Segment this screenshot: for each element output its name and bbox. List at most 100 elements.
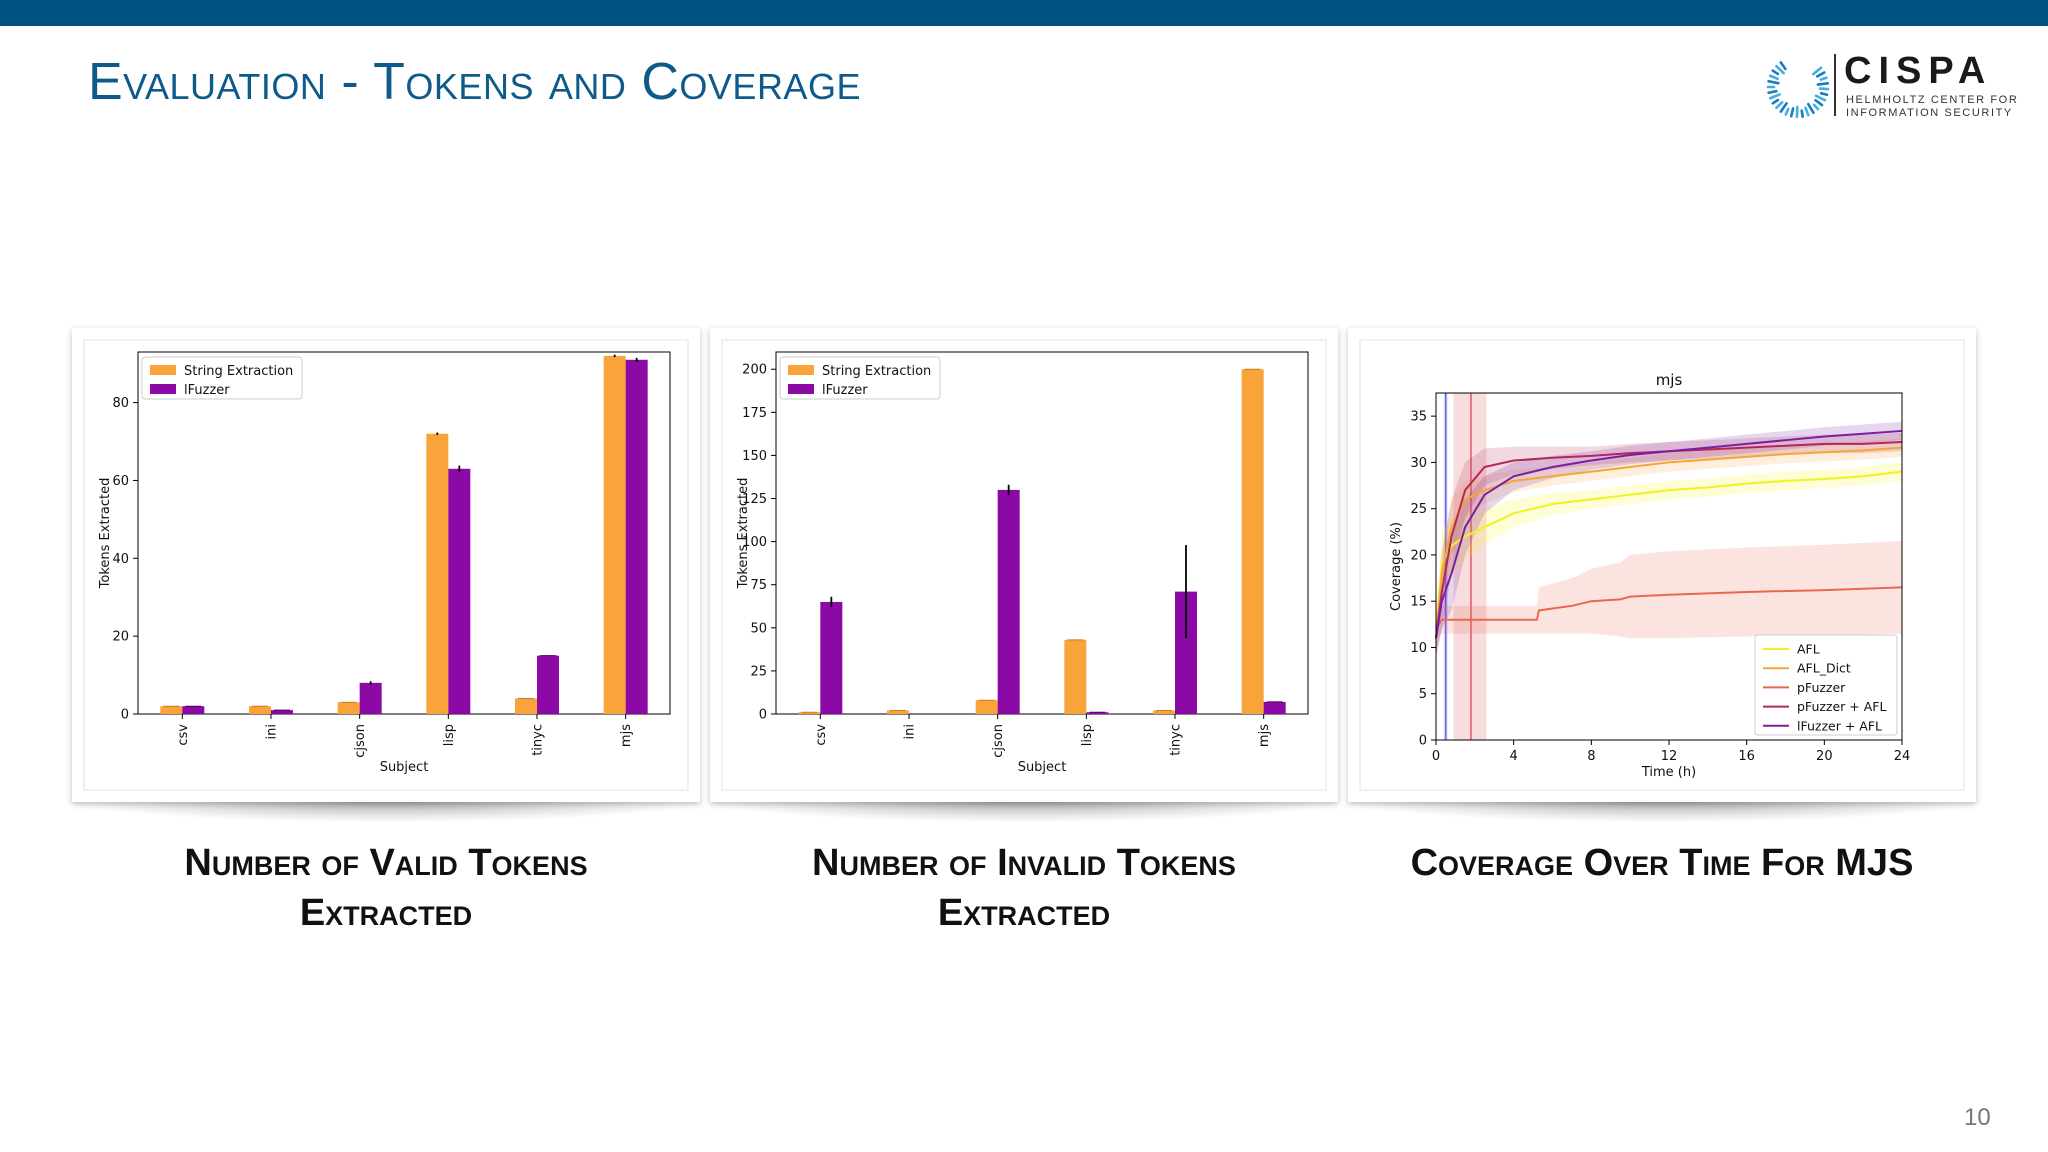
y-axis-label: Tokens Extracted <box>736 478 751 590</box>
plot-frame <box>83 339 689 791</box>
caption-valid-line1: Number of Valid Tokens <box>184 842 588 884</box>
x-tick-label: 8 <box>1587 749 1595 764</box>
caption-invalid-line1: Number of Invalid Tokens <box>812 842 1236 884</box>
legend-label: pFuzzer <box>1797 680 1846 695</box>
y-tick-label: 30 <box>1410 456 1427 471</box>
series-band <box>1436 432 1902 657</box>
y-tick-label: 25 <box>1410 502 1427 517</box>
logo-ray <box>1819 91 1829 97</box>
logo-ray <box>1819 76 1828 81</box>
legend-label: String Extraction <box>184 364 293 379</box>
x-tick-label: csv <box>176 724 191 746</box>
top-bar <box>0 0 2048 26</box>
logo-name: CISPA <box>1844 50 1993 92</box>
bar <box>537 655 559 714</box>
x-axis-label: Subject <box>380 760 429 775</box>
x-tick-label: cjson <box>991 724 1006 758</box>
y-tick-label: 80 <box>112 396 129 411</box>
invalid-tokens-chart: 0 25 50 75 100 125 150 175 200 csv ini cjson lisp tin… <box>721 339 1327 791</box>
chart-title: mjs <box>1656 371 1683 389</box>
y-tick-label: 0 <box>1419 734 1427 749</box>
y-tick-label: 200 <box>742 363 767 378</box>
bar <box>426 433 449 714</box>
bar <box>337 702 360 714</box>
x-tick-label: ini <box>903 724 918 739</box>
coverage-panel: mjs 0 5 10 15 20 25 30 35 0 4 8 12 16 20 24 Time (h) Cove… <box>1348 328 1976 802</box>
logo-ray <box>1807 102 1815 115</box>
logo-ray <box>1775 64 1785 75</box>
y-tick-label: 175 <box>742 406 767 421</box>
bar <box>997 489 1020 714</box>
caption-valid-line2: Extracted <box>299 892 473 934</box>
y-tick-label: 0 <box>759 708 767 723</box>
logo-ray <box>1814 94 1827 102</box>
legend-swatch <box>150 365 176 375</box>
x-axis-label: Subject <box>1018 760 1067 775</box>
legend-box <box>1754 634 1898 736</box>
logo-ray <box>1779 61 1787 71</box>
y-axis-label: Coverage (%) <box>1389 522 1404 611</box>
page-number: 10 <box>1964 1104 1991 1131</box>
logo-ray <box>1804 106 1810 117</box>
marker-band <box>1453 393 1487 740</box>
legend-swatch <box>788 365 814 375</box>
legend-swatch <box>788 384 814 394</box>
valid-tokens-chart: 0 20 40 60 80 csv ini cjson lisp tinyc mjs Subject T… <box>83 339 689 791</box>
x-tick-label: tinyc <box>1169 724 1184 756</box>
bar <box>448 468 471 714</box>
logo-ray <box>1767 79 1780 85</box>
x-tick-label: ini <box>265 724 280 739</box>
x-axis-label: Time (h) <box>1641 765 1696 780</box>
bar <box>625 359 648 714</box>
bar <box>798 712 821 714</box>
x-tick-label: 24 <box>1894 749 1911 764</box>
x-tick-label: 0 <box>1432 749 1440 764</box>
legend-box <box>141 356 303 400</box>
legend-label: pFuzzer + AFL <box>1797 699 1886 714</box>
x-tick-label: 16 <box>1738 749 1755 764</box>
logo-ray <box>1815 71 1826 78</box>
logo-subtitle: HELMHOLTZ CENTER FOR INFORMATION SECURIT… <box>1846 94 2018 120</box>
legend-swatch <box>150 384 176 394</box>
x-tick-label: cjson <box>353 724 368 758</box>
x-tick-label: lisp <box>1080 724 1095 746</box>
y-tick-label: 0 <box>121 708 129 723</box>
logo-ray <box>1816 82 1830 86</box>
logo-ray <box>1771 98 1780 105</box>
series-line <box>1435 429 1903 639</box>
y-tick-label: 50 <box>750 621 767 636</box>
panel-shadow-3 <box>1346 800 1978 822</box>
cispa-logo: CISPA HELMHOLTZ CENTER FOR INFORMATION S… <box>1766 50 2018 124</box>
y-tick-label: 20 <box>112 630 129 645</box>
legend-label: lFuzzer <box>184 383 230 398</box>
series-line <box>1435 470 1903 639</box>
logo-ray <box>1771 69 1780 76</box>
logo-ray <box>1812 103 1820 111</box>
y-tick-label: 25 <box>750 664 767 679</box>
logo-ray <box>1812 66 1823 76</box>
logo-ray <box>1789 107 1795 118</box>
bar <box>515 698 537 714</box>
bar <box>1263 701 1286 714</box>
bar <box>182 706 205 714</box>
logo-ray <box>1779 102 1788 113</box>
bar <box>1175 591 1197 714</box>
logo-ray <box>1814 98 1824 107</box>
y-tick-label: 60 <box>112 474 129 489</box>
plot-frame <box>721 339 1327 791</box>
valid-tokens-panel: 0 20 40 60 80 csv ini cjson lisp tinyc mjs Subject T… <box>72 328 700 802</box>
panel-shadow-1 <box>70 800 702 822</box>
axes-box <box>775 351 1309 715</box>
bar <box>1153 710 1175 714</box>
bar <box>160 706 183 714</box>
x-tick-label: lisp <box>442 724 457 746</box>
logo-ray <box>1800 109 1804 118</box>
legend-label: lFuzzer <box>822 383 868 398</box>
bar <box>1064 639 1087 714</box>
legend-box <box>779 356 941 400</box>
x-tick-label: mjs <box>619 724 634 747</box>
series-band <box>1436 462 1902 657</box>
legend-label: String Extraction <box>822 364 931 379</box>
legend-label: AFL <box>1797 642 1820 657</box>
series-line <box>1435 441 1903 639</box>
